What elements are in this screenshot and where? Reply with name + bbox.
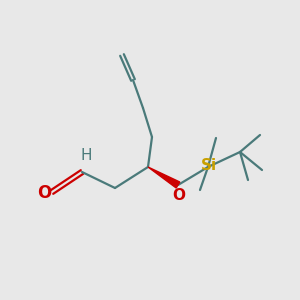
Text: H: H xyxy=(80,148,92,163)
Text: Si: Si xyxy=(201,158,217,173)
Text: O: O xyxy=(172,188,185,202)
Text: O: O xyxy=(37,184,51,202)
Polygon shape xyxy=(148,167,180,188)
